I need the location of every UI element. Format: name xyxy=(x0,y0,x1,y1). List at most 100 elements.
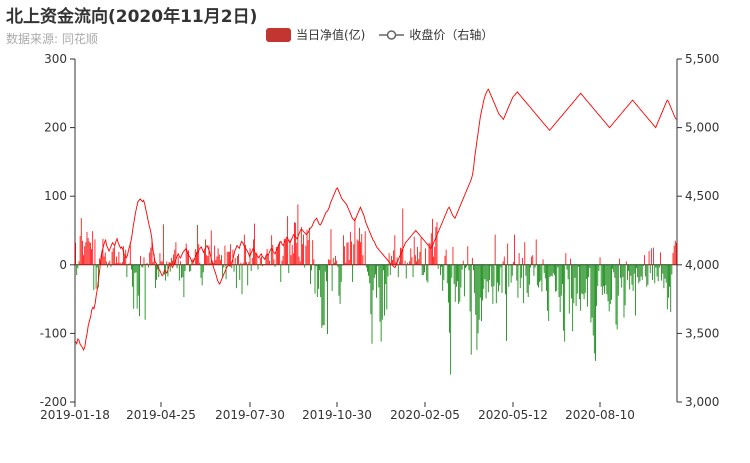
bar-mark xyxy=(193,264,195,265)
bar-mark xyxy=(623,264,625,318)
bar-mark xyxy=(498,264,499,292)
bar-mark xyxy=(84,246,86,265)
bar-mark xyxy=(535,239,537,265)
bar-mark xyxy=(505,264,506,295)
bar-mark xyxy=(652,264,653,280)
bar-mark xyxy=(257,264,259,270)
bar-mark xyxy=(452,246,454,265)
bar-mark xyxy=(268,260,270,265)
bar-mark xyxy=(482,264,484,301)
bar-mark xyxy=(199,262,201,265)
bar-mark xyxy=(299,261,301,265)
bar-mark xyxy=(617,264,619,296)
bar-mark xyxy=(359,227,360,265)
bar-mark xyxy=(420,238,422,265)
bar-mark xyxy=(475,264,477,315)
left-tick-label: -200 xyxy=(40,395,67,409)
bar-mark xyxy=(649,264,651,274)
bar-mark xyxy=(485,264,487,299)
bar-mark xyxy=(226,251,228,265)
bar-mark xyxy=(229,251,230,265)
bar-mark xyxy=(616,264,618,330)
bar-mark xyxy=(495,264,497,304)
x-tick-label: 2019-07-30 xyxy=(215,408,285,422)
bar-mark xyxy=(555,264,556,292)
bar-mark xyxy=(446,264,448,284)
bar-mark xyxy=(356,239,358,265)
bar-mark xyxy=(217,248,219,265)
bar-mark xyxy=(619,258,620,265)
bar-mark xyxy=(176,264,178,269)
bar-mark xyxy=(264,264,266,265)
bar-mark xyxy=(378,264,380,288)
bar-mark xyxy=(372,264,374,291)
bar-mark xyxy=(416,261,417,265)
bar-mark xyxy=(119,262,121,265)
bar-mark xyxy=(161,261,163,265)
bar-mark xyxy=(184,264,186,271)
bar-mark xyxy=(479,264,481,298)
bar-mark xyxy=(438,264,440,265)
axes-layer xyxy=(70,58,682,407)
bar-mark xyxy=(151,238,153,265)
bar-mark xyxy=(622,264,624,278)
bar-mark xyxy=(516,264,518,281)
bar-mark xyxy=(406,262,408,265)
bar-mark xyxy=(414,255,416,265)
bar-mark xyxy=(408,264,409,265)
bar-mark xyxy=(556,264,558,291)
bar-mark xyxy=(223,264,225,268)
bar-mark xyxy=(242,262,244,265)
bar-mark xyxy=(591,264,593,318)
x-tick-label: 2020-05-12 xyxy=(478,408,548,422)
bar-mark xyxy=(401,248,403,265)
bar-mark xyxy=(436,222,438,265)
bar-mark xyxy=(540,264,542,281)
bar-mark xyxy=(178,264,180,281)
bar-mark xyxy=(641,264,643,280)
bar-mark xyxy=(360,242,362,265)
bar-mark xyxy=(402,208,404,265)
bar-mark xyxy=(397,264,399,278)
bar-mark xyxy=(381,264,383,320)
bar-mark xyxy=(245,244,246,265)
bar-mark xyxy=(383,264,384,271)
bar-mark xyxy=(534,264,536,268)
bar-mark xyxy=(152,262,154,265)
bar-mark xyxy=(634,264,636,316)
bar-mark xyxy=(450,264,452,375)
legend-item-line[interactable]: 收盘价（右轴） xyxy=(379,26,493,43)
bar-mark xyxy=(633,264,635,274)
bar-mark xyxy=(348,259,350,265)
bar-mark xyxy=(202,264,204,273)
bar-mark xyxy=(429,243,431,265)
close-price-line xyxy=(75,88,677,351)
bar-mark xyxy=(312,240,314,265)
bar-mark xyxy=(95,264,97,289)
bar-mark xyxy=(270,264,271,265)
bar-mark xyxy=(315,264,317,267)
bars-layer xyxy=(75,204,677,375)
bar-mark xyxy=(247,264,249,286)
bar-mark xyxy=(361,233,363,265)
legend-item-bar[interactable]: 当日净值(亿) xyxy=(266,26,365,43)
bar-mark xyxy=(515,264,517,265)
bar-mark xyxy=(344,246,346,265)
bar-mark xyxy=(558,264,560,298)
chart-legend[interactable]: 当日净值(亿) 收盘价（右轴） xyxy=(266,26,507,43)
bar-mark xyxy=(386,264,388,310)
bar-mark xyxy=(663,264,665,289)
bar-mark xyxy=(136,264,138,309)
bar-mark xyxy=(341,264,343,266)
bar-mark xyxy=(131,264,132,270)
bar-mark xyxy=(328,259,330,265)
bar-mark xyxy=(441,264,442,267)
bar-mark xyxy=(612,264,613,269)
bar-mark xyxy=(536,264,538,286)
bar-mark xyxy=(351,241,352,265)
bar-mark xyxy=(599,257,601,265)
bar-mark xyxy=(304,264,306,268)
bar-mark xyxy=(533,264,535,276)
bar-mark xyxy=(514,234,515,265)
bar-mark xyxy=(650,248,652,265)
